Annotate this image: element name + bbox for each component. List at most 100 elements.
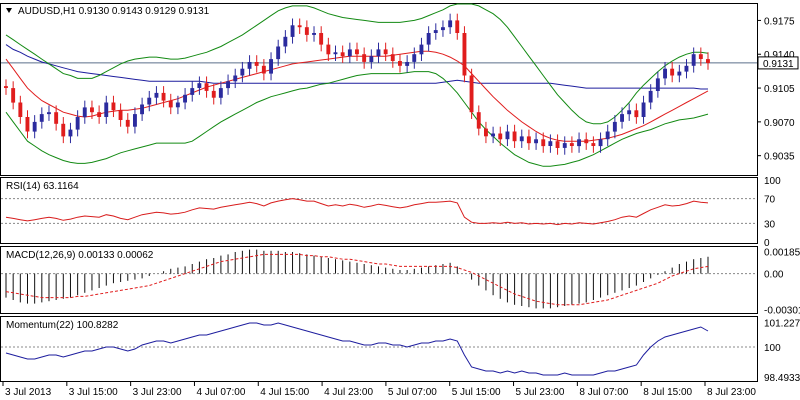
- momentum-plot: [1, 322, 757, 376]
- candle-body: [111, 102, 116, 111]
- rsi-ytick-label: 70: [764, 195, 776, 206]
- x-tick-label: 3 Jul 23:00: [133, 387, 182, 398]
- candle-body: [627, 110, 632, 115]
- x-tick-label: 3 Jul 2013: [5, 387, 52, 398]
- candle-body: [426, 33, 431, 45]
- candle-body: [598, 139, 603, 147]
- candle-body: [283, 36, 288, 47]
- candle-body: [54, 112, 59, 124]
- candle-body: [548, 141, 553, 146]
- candle-body: [398, 61, 402, 66]
- current-price-label: 0.9131: [763, 59, 794, 70]
- x-tick-label: 4 Jul 15:00: [260, 387, 309, 398]
- macd-panel: [0, 246, 758, 314]
- candle-body: [140, 104, 144, 115]
- candle-body: [118, 110, 123, 120]
- candle-body: [175, 102, 180, 108]
- candle-body: [534, 139, 538, 144]
- rsi-ytick-label: 30: [764, 219, 776, 230]
- candle-body: [211, 90, 216, 98]
- candle-body: [584, 139, 589, 144]
- candle-body: [290, 25, 295, 37]
- overlay-line-3: [5, 71, 709, 167]
- momentum-header: Momentum(22) 100.8282: [6, 320, 119, 331]
- candle-body: [233, 75, 238, 82]
- candle-body: [369, 56, 374, 62]
- candle-body: [519, 136, 524, 142]
- chart-labels: AUDUSD,H1 0.9130 0.9143 0.9129 0.9131 RS…: [6, 6, 210, 331]
- price-ytick-label: 0.9035: [764, 152, 795, 163]
- candle-body: [484, 128, 488, 137]
- candle-body: [297, 25, 302, 28]
- candle-body: [276, 46, 281, 60]
- macd-header: MACD(12,26,9) 0.00133 0.00062: [6, 250, 154, 261]
- candle-body: [433, 30, 438, 33]
- candle-body: [569, 143, 574, 146]
- candle-body: [25, 117, 30, 132]
- candle-body: [147, 97, 152, 105]
- candle-body: [691, 54, 696, 66]
- candle-body: [4, 86, 8, 88]
- x-tick-label: 4 Jul 23:00: [324, 387, 373, 398]
- overlay-line-0: [5, 44, 708, 90]
- price-ytick-label: 0.9140: [764, 50, 795, 61]
- candle-body: [526, 136, 531, 144]
- candle-body: [226, 81, 230, 89]
- current-price-tag: [757, 56, 799, 70]
- candle-body: [512, 131, 517, 142]
- momentum-panel: [0, 316, 758, 382]
- candle-body: [448, 20, 453, 28]
- x-tick-label: 8 Jul 07:00: [579, 387, 628, 398]
- header-dropdown-icon: [6, 8, 12, 13]
- candle-body: [261, 65, 266, 74]
- price-ytick-label: 0.9105: [764, 84, 795, 95]
- candle-body: [32, 121, 37, 132]
- candle-body: [605, 131, 610, 140]
- candle-body: [555, 141, 560, 148]
- candle-body: [61, 123, 66, 137]
- candle-body: [620, 114, 624, 122]
- candle-body: [82, 107, 87, 118]
- rsi-plot: [1, 198, 757, 226]
- candle-body: [698, 54, 703, 59]
- candle-body: [183, 94, 187, 103]
- candle-body: [577, 139, 581, 147]
- candle-body: [340, 52, 345, 57]
- candle-body: [204, 83, 209, 91]
- candle-body: [362, 54, 367, 62]
- candle-body: [670, 68, 675, 76]
- candle-body: [39, 114, 44, 122]
- candle-body: [347, 49, 352, 57]
- candle-body: [97, 112, 102, 117]
- candle-body: [591, 143, 596, 146]
- momentum-line: [5, 322, 709, 376]
- candle-body: [663, 68, 667, 79]
- candle-body: [562, 143, 567, 148]
- candle-body: [677, 71, 682, 76]
- price-ytick-label: 0.9070: [764, 118, 795, 129]
- x-tick-label: 5 Jul 23:00: [516, 387, 565, 398]
- candle-body: [469, 75, 474, 113]
- momentum-ytick-label: 100: [764, 343, 781, 354]
- candle-body: [641, 102, 646, 117]
- candle-body: [218, 88, 223, 98]
- rsi-line: [5, 198, 709, 226]
- candle-body: [190, 88, 195, 95]
- candle-body: [326, 44, 331, 55]
- price-panel: [0, 3, 758, 176]
- candle-body: [706, 59, 710, 63]
- axis-labels: 0.9175 0.9140 0.9105 0.9070 0.9035 0.9131 100 7…: [2, 16, 800, 398]
- price-ytick-label: 0.9175: [764, 16, 795, 27]
- candle-body: [75, 117, 80, 130]
- momentum-ytick-label: 101.2278: [764, 318, 800, 329]
- candle-body: [333, 52, 338, 55]
- price-plot: [1, 3, 757, 167]
- candle-body: [319, 33, 324, 45]
- candle-body: [441, 27, 445, 31]
- candle-body: [498, 133, 503, 140]
- candle-body: [11, 88, 16, 103]
- candle-body: [197, 83, 202, 88]
- candle-body: [104, 102, 109, 117]
- rsi-ytick-label: 100: [764, 176, 781, 187]
